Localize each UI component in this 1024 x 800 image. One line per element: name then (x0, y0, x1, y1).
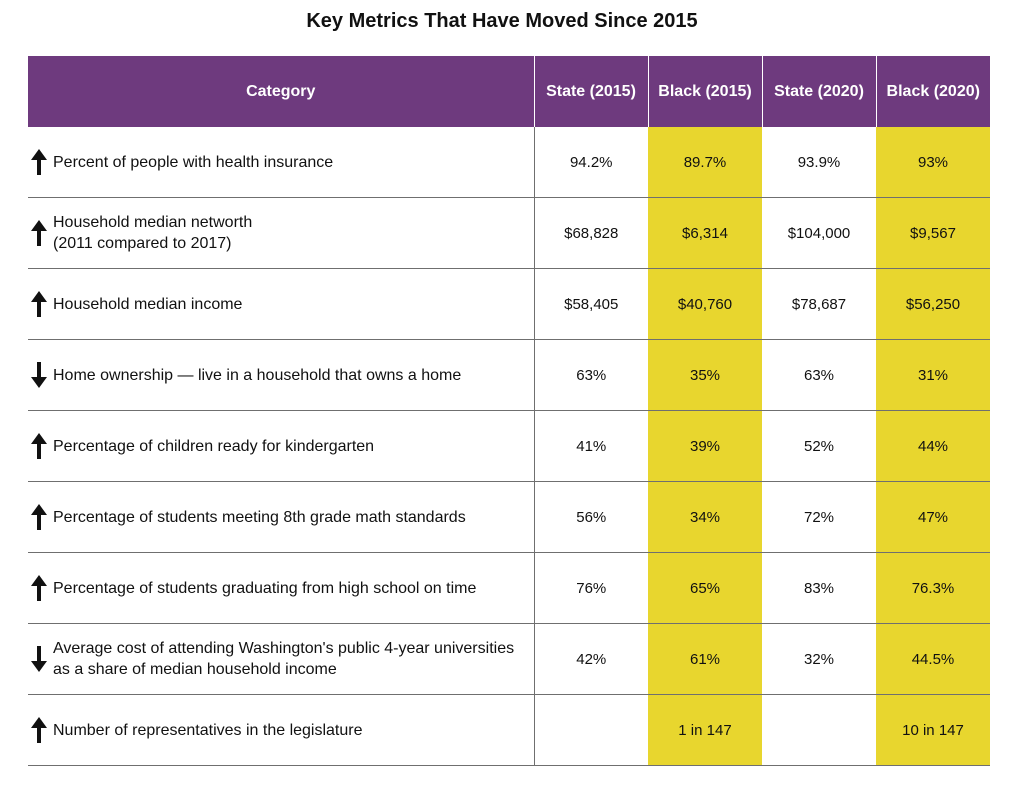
state-2020-cell: 93.9% (762, 127, 876, 198)
black-2015-cell: 34% (648, 481, 762, 553)
state-2015-cell: 42% (533, 623, 648, 695)
header-state-2015: State (2015) (533, 56, 648, 127)
black-2015-cell: 61% (648, 623, 762, 695)
arrow-up-icon (28, 575, 50, 601)
arrow-up-icon (28, 433, 50, 459)
black-2015-cell: 65% (648, 552, 762, 624)
state-2015-cell (533, 694, 648, 766)
state-2015-cell: $68,828 (533, 197, 648, 269)
table-row: Home ownership — live in a household tha… (28, 339, 990, 411)
arrow-up-icon (28, 504, 50, 530)
black-2015-cell: 39% (648, 410, 762, 482)
category-text: Percentage of students meeting 8th grade… (50, 507, 476, 528)
state-2015-cell: 41% (533, 410, 648, 482)
category-text: Home ownership — live in a household tha… (50, 365, 471, 386)
metrics-table: Category State (2015) Black (2015) State… (28, 56, 990, 766)
arrow-up-icon (28, 717, 50, 743)
table-row: Percentage of students graduating from h… (28, 552, 990, 624)
black-2020-cell: 76.3% (876, 552, 990, 624)
category-label: Percentage of students graduating from h… (53, 579, 477, 597)
state-2020-cell: 72% (762, 481, 876, 553)
black-2020-cell: 10 in 147 (876, 694, 990, 766)
table-row: Percentage of students meeting 8th grade… (28, 481, 990, 553)
category-text: Number of representatives in the legisla… (50, 720, 373, 741)
state-2020-cell: 63% (762, 339, 876, 411)
arrow-up-icon (28, 149, 50, 175)
black-2020-cell: 47% (876, 481, 990, 553)
state-2020-cell: 32% (762, 623, 876, 695)
category-label: Household median networth (53, 214, 253, 231)
category-label: Household median income (53, 295, 243, 313)
state-2020-cell: $78,687 (762, 268, 876, 340)
table-row: Percentage of children ready for kinderg… (28, 410, 990, 482)
black-2015-cell: 89.7% (648, 127, 762, 198)
category-cell: Household median income (28, 268, 534, 340)
category-label: Percentage of children ready for kinderg… (53, 437, 375, 455)
black-2020-cell: $56,250 (876, 268, 990, 340)
state-2015-cell: 76% (533, 552, 648, 624)
header-black-2020: Black (2020) (875, 56, 990, 127)
state-2020-cell: $104,000 (762, 197, 876, 269)
table-row: Average cost of attending Washington's p… (28, 623, 990, 695)
category-label: Number of representatives in the legisla… (53, 721, 363, 739)
black-2015-cell: 35% (648, 339, 762, 411)
state-2020-cell (762, 694, 876, 766)
black-2020-cell: $9,567 (876, 197, 990, 269)
black-2020-cell: 44.5% (876, 623, 990, 695)
category-cell: Average cost of attending Washington's p… (28, 623, 534, 695)
category-text: Household median networth (2011 compared … (50, 212, 262, 254)
arrow-up-icon (28, 220, 50, 246)
category-text: Percent of people with health insurance (50, 152, 343, 173)
category-note: (2011 compared to 2017) (53, 235, 232, 252)
category-cell: Percent of people with health insurance (28, 127, 534, 198)
state-2015-cell: 63% (533, 339, 648, 411)
header-category: Category (28, 56, 534, 127)
black-2015-cell: $40,760 (648, 268, 762, 340)
category-text: Average cost of attending Washington's p… (50, 638, 534, 680)
category-label: Average cost of attending Washington's p… (53, 640, 515, 678)
category-cell: Home ownership — live in a household tha… (28, 339, 534, 411)
state-2015-cell: $58,405 (533, 268, 648, 340)
category-text: Household median income (50, 294, 252, 315)
category-cell: Percentage of students graduating from h… (28, 552, 534, 624)
state-2015-cell: 56% (533, 481, 648, 553)
black-2020-cell: 93% (876, 127, 990, 198)
category-cell: Percentage of children ready for kinderg… (28, 410, 534, 482)
arrow-down-icon (28, 362, 50, 388)
table-title: Key Metrics That Have Moved Since 2015 (306, 10, 698, 32)
table-row: Percent of people with health insurance … (28, 127, 990, 198)
state-2020-cell: 52% (762, 410, 876, 482)
table-row: Household median income $58,405 $40,760 … (28, 268, 990, 340)
table-row: Household median networth (2011 compared … (28, 197, 990, 269)
category-cell: Household median networth (2011 compared … (28, 197, 534, 269)
category-cell: Percentage of students meeting 8th grade… (28, 481, 534, 553)
category-text: Percentage of children ready for kinderg… (50, 436, 384, 457)
category-label: Percentage of students meeting 8th grade… (53, 508, 466, 526)
black-2020-cell: 44% (876, 410, 990, 482)
state-2020-cell: 83% (762, 552, 876, 624)
category-label: Home ownership — live in a household tha… (53, 366, 462, 384)
arrow-down-icon (28, 646, 50, 672)
category-cell: Number of representatives in the legisla… (28, 694, 534, 766)
category-label: Percent of people with health insurance (53, 153, 334, 171)
table-row: Number of representatives in the legisla… (28, 694, 990, 766)
category-text: Percentage of students graduating from h… (50, 578, 486, 599)
state-2015-cell: 94.2% (533, 127, 648, 198)
black-2020-cell: 31% (876, 339, 990, 411)
header-row: Category State (2015) Black (2015) State… (28, 56, 990, 127)
header-black-2015: Black (2015) (647, 56, 762, 127)
header-state-2020: State (2020) (761, 56, 876, 127)
black-2015-cell: $6,314 (648, 197, 762, 269)
arrow-up-icon (28, 291, 50, 317)
black-2015-cell: 1 in 147 (648, 694, 762, 766)
